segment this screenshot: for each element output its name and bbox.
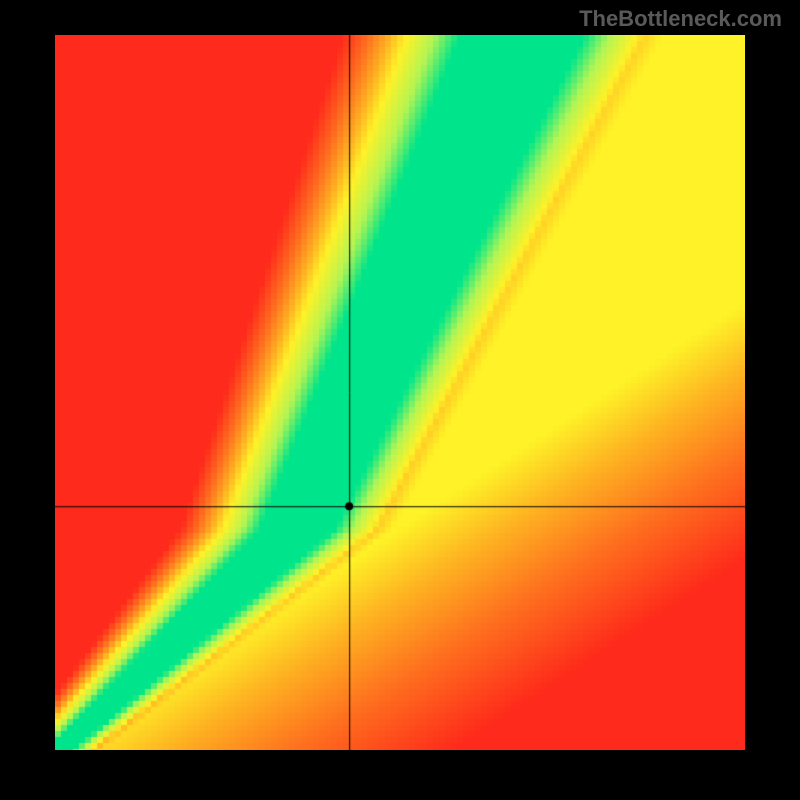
bottleneck-heatmap [55, 35, 745, 750]
watermark-text: TheBottleneck.com [579, 6, 782, 32]
heatmap-canvas [55, 35, 745, 750]
